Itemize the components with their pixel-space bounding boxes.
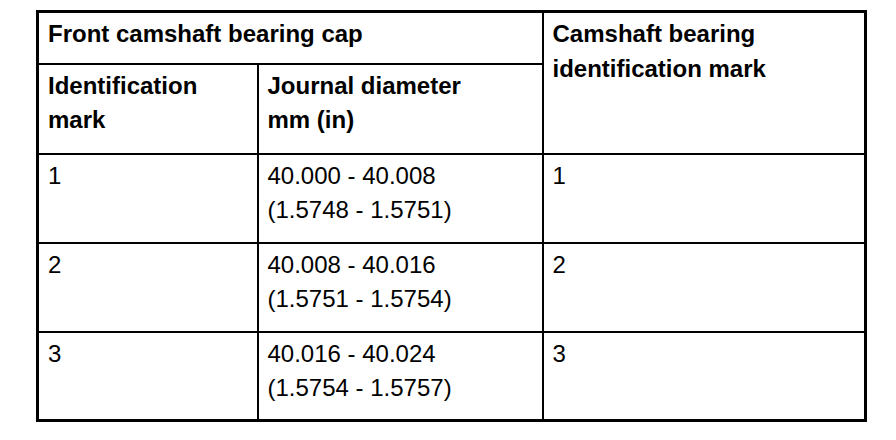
cell-identification-mark: 3	[38, 332, 258, 421]
table-row: 2 40.008 - 40.016 (1.5751 - 1.5754) 2	[38, 243, 866, 332]
camshaft-bearing-spec-table: Front camshaft bearing cap Camshaft bear…	[36, 10, 867, 422]
header-journal-diameter: Journal diameter mm (in)	[258, 64, 543, 154]
cell-bearing-identification-mark: 2	[543, 243, 866, 332]
cell-identification-mark: 1	[38, 154, 258, 243]
cell-journal-diameter: 40.016 - 40.024 (1.5754 - 1.5757)	[258, 332, 543, 421]
cell-journal-diameter: 40.008 - 40.016 (1.5751 - 1.5754)	[258, 243, 543, 332]
cell-bearing-identification-mark: 1	[543, 154, 866, 243]
header-camshaft-bearing-identification-mark: Camshaft bearing identification mark	[543, 12, 866, 154]
cell-journal-diameter: 40.000 - 40.008 (1.5748 - 1.5751)	[258, 154, 543, 243]
header-front-camshaft-bearing-cap: Front camshaft bearing cap	[38, 12, 543, 64]
cell-bearing-identification-mark: 3	[543, 332, 866, 421]
document-page: Front camshaft bearing cap Camshaft bear…	[0, 0, 896, 440]
cell-identification-mark: 2	[38, 243, 258, 332]
table-row: 1 40.000 - 40.008 (1.5748 - 1.5751) 1	[38, 154, 866, 243]
table-header-row: Front camshaft bearing cap Camshaft bear…	[38, 12, 866, 64]
table-row: 3 40.016 - 40.024 (1.5754 - 1.5757) 3	[38, 332, 866, 421]
header-identification-mark: Identification mark	[38, 64, 258, 154]
